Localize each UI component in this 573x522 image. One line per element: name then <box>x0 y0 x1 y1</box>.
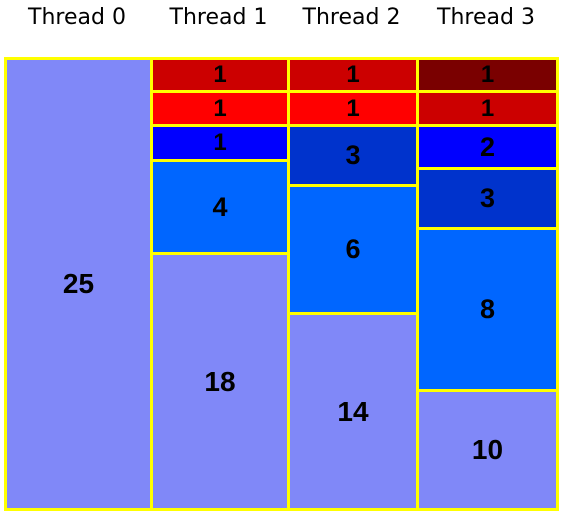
thread-2-block-1b: 1 <box>287 90 419 127</box>
thread-2-block-3: 3 <box>287 124 419 187</box>
thread-3-header: Thread 3 <box>437 5 535 30</box>
thread-3-block-1b: 1 <box>416 90 559 127</box>
thread-3-block-10: 10 <box>416 389 559 511</box>
thread-1-block-18: 18 <box>150 252 290 511</box>
thread-1-block-4: 4 <box>150 159 290 255</box>
thread-2-header: Thread 2 <box>302 5 401 30</box>
thread-1-block-1a: 1 <box>150 57 290 93</box>
thread-1-header: Thread 1 <box>169 5 268 30</box>
thread-0-block-25: 25 <box>4 57 153 511</box>
thread-3-block-8: 8 <box>416 227 559 392</box>
thread-3-block-1a: 1 <box>416 57 559 93</box>
thread-3-block-3: 3 <box>416 167 559 230</box>
thread-1-block-1c: 1 <box>150 124 290 162</box>
thread-0-header: Thread 0 <box>28 5 126 30</box>
thread-2-block-14: 14 <box>287 312 419 511</box>
thread-1-block-1b: 1 <box>150 90 290 127</box>
thread-3-block-2: 2 <box>416 124 559 170</box>
thread-2-block-6: 6 <box>287 184 419 315</box>
thread-2-block-1a: 1 <box>287 57 419 93</box>
